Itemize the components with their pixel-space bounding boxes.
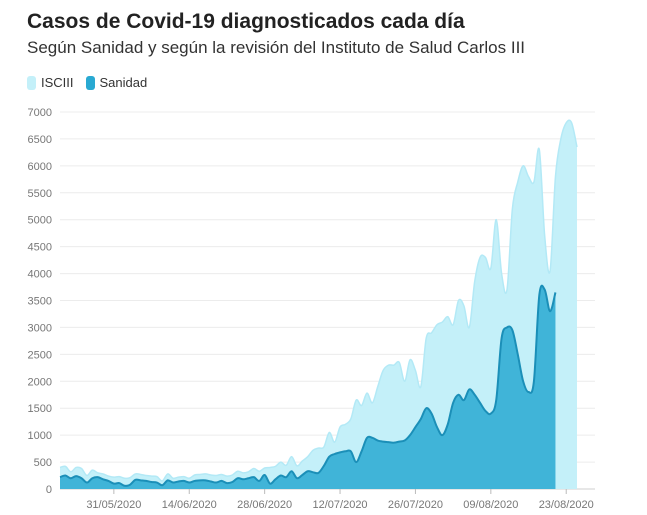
x-tick-label: 12/07/2020 xyxy=(313,499,368,511)
chart-subtitle: Según Sanidad y según la revisión del In… xyxy=(27,38,526,57)
legend-swatch-sanidad xyxy=(85,75,95,90)
y-tick-label: 3500 xyxy=(28,296,52,308)
y-tick-label: 6500 xyxy=(28,134,52,146)
area-isciii xyxy=(60,120,577,490)
y-tick-label: 7000 xyxy=(28,107,52,119)
y-tick-label: 1000 xyxy=(28,430,52,442)
area-sanidad xyxy=(60,285,556,489)
y-tick-label: 1500 xyxy=(28,403,52,415)
y-tick-label: 500 xyxy=(34,457,52,469)
y-tick-label: 4000 xyxy=(28,269,52,281)
x-tick-label: 23/08/2020 xyxy=(539,499,594,511)
x-tick-label: 31/05/2020 xyxy=(86,499,141,511)
legend-item-sanidad[interactable]: Sanidad xyxy=(85,75,148,90)
x-tick-label: 14/06/2020 xyxy=(162,499,217,511)
x-tick-label: 28/06/2020 xyxy=(237,499,292,511)
chart-title: Casos de Covid-19 diagnosticados cada dí… xyxy=(27,10,465,33)
y-tick-label: 0 xyxy=(46,484,52,496)
y-tick-label: 3000 xyxy=(28,322,52,334)
y-tick-label: 5000 xyxy=(28,215,52,227)
legend-label-isciii: ISCIII xyxy=(41,75,74,90)
chart-legend: ISCIII Sanidad xyxy=(27,75,159,90)
y-tick-label: 6000 xyxy=(28,161,52,173)
line-isciii xyxy=(59,119,578,482)
legend-swatch-isciii xyxy=(27,75,36,90)
x-tick-label: 09/08/2020 xyxy=(463,499,518,511)
legend-item-isciii[interactable]: ISCIII xyxy=(27,75,74,90)
y-tick-label: 2000 xyxy=(28,376,52,388)
line-sanidad xyxy=(59,284,557,487)
x-tick-label: 26/07/2020 xyxy=(388,499,443,511)
y-tick-label: 4500 xyxy=(28,242,52,254)
y-tick-label: 2500 xyxy=(28,349,52,361)
legend-label-sanidad: Sanidad xyxy=(99,75,148,90)
y-tick-label: 5500 xyxy=(28,188,52,200)
